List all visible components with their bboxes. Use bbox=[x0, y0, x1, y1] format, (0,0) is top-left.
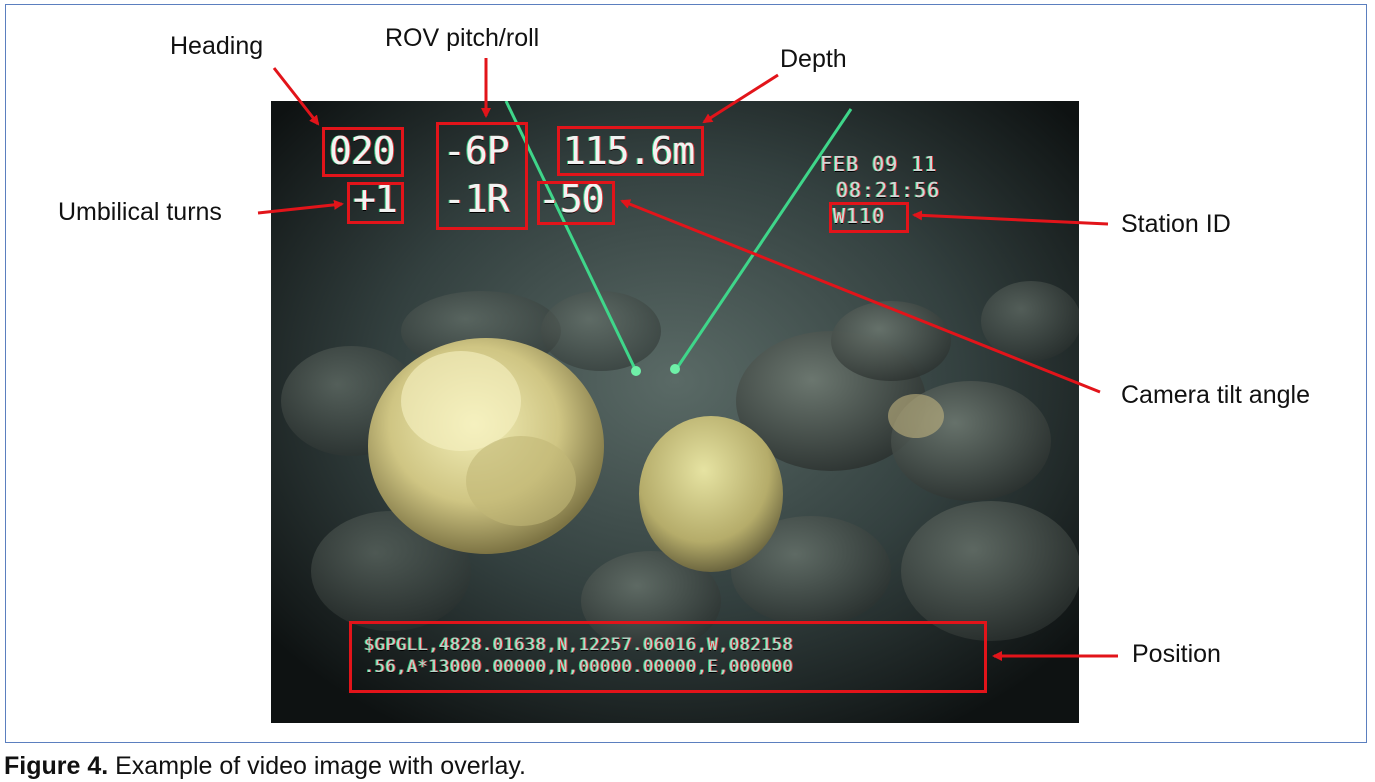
position-label: Position bbox=[1132, 640, 1221, 668]
depth-readout: 115.6m bbox=[563, 129, 695, 173]
caption-text: Example of video image with overlay. bbox=[108, 752, 526, 780]
pitch-roll-box bbox=[436, 122, 528, 230]
umbilical-turns-label: Umbilical turns bbox=[58, 198, 222, 226]
figure-number: Figure 4. bbox=[4, 752, 109, 780]
date-readout: FEB 09 11 bbox=[820, 152, 938, 176]
pitch-roll-label: ROV pitch/roll bbox=[385, 24, 540, 52]
heading-box bbox=[322, 127, 404, 177]
roll-readout: -1R bbox=[443, 177, 510, 221]
station-id-box bbox=[829, 202, 909, 233]
figure-frame bbox=[5, 4, 1367, 743]
depth-label: Depth bbox=[780, 45, 847, 73]
umbilical-box bbox=[347, 182, 404, 224]
position-line-1: $GPGLL,4828.01638,N,12257.06016,W,082158 bbox=[364, 635, 794, 655]
pitch-readout: -6P bbox=[443, 129, 510, 173]
camera-tilt-box bbox=[537, 181, 615, 225]
station-id-label: Station ID bbox=[1121, 210, 1231, 238]
figure-caption: Figure 4. Example of video image with ov… bbox=[4, 752, 526, 781]
umbilical-turns-readout: +1 bbox=[353, 177, 398, 221]
camera-tilt-readout: -50 bbox=[538, 177, 605, 221]
time-readout: 08:21:56 bbox=[836, 178, 941, 202]
heading-readout: 020 bbox=[329, 129, 396, 173]
camera-tilt-label: Camera tilt angle bbox=[1121, 381, 1310, 409]
position-line-2: .56,A*13000.00000,N,00000.00000,E,000000 bbox=[364, 657, 794, 677]
depth-box bbox=[557, 126, 704, 176]
position-box bbox=[349, 621, 987, 693]
heading-label: Heading bbox=[170, 32, 264, 60]
